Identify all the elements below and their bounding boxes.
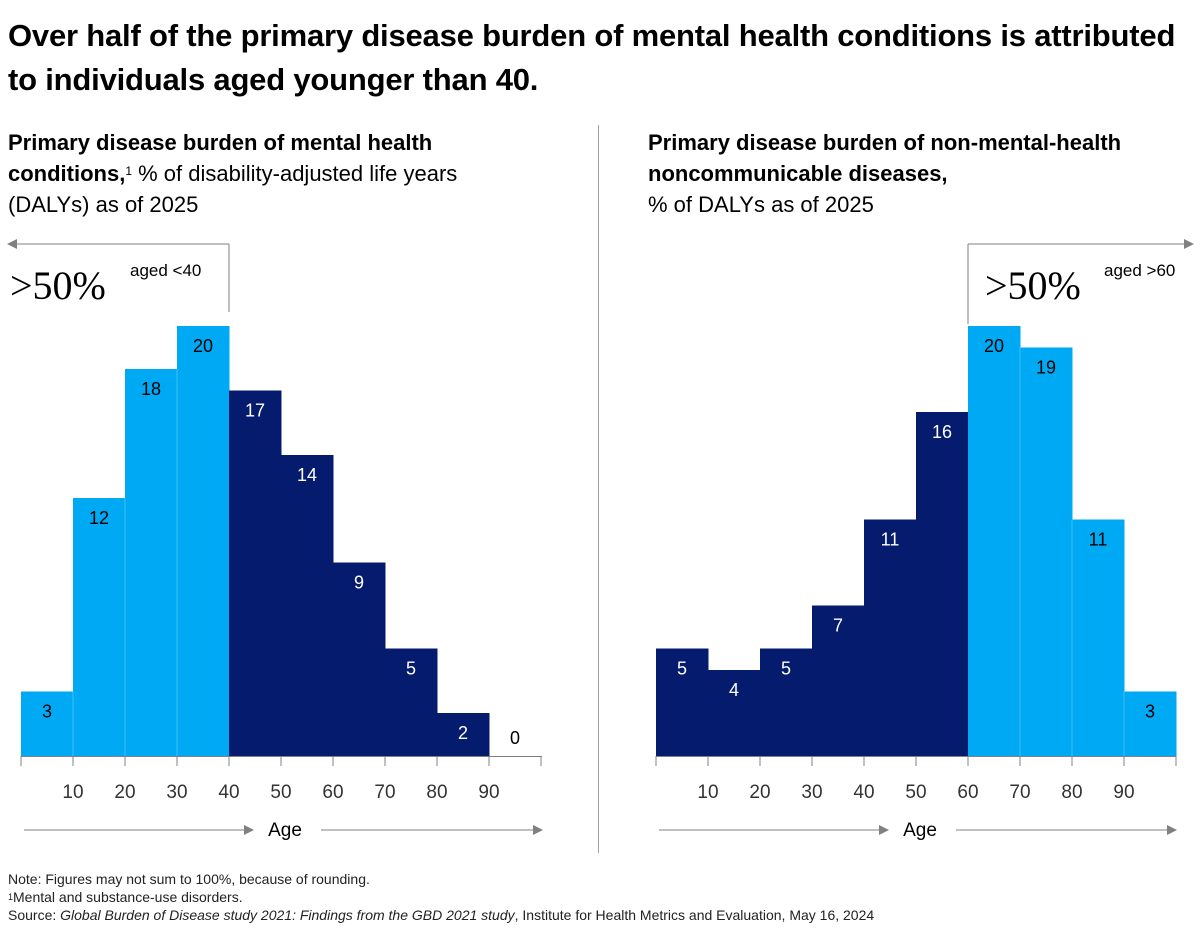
bar <box>968 326 1021 756</box>
bar <box>1124 691 1177 756</box>
right-chart-title: Primary disease burden of non-mental-hea… <box>648 127 1168 220</box>
bar-value-label: 2 <box>458 723 468 743</box>
x-tick-label: 30 <box>166 782 187 803</box>
left-chart-title: Primary disease burden of mental health … <box>8 127 508 220</box>
bar-value-label: 20 <box>984 336 1004 356</box>
bar <box>1020 347 1073 756</box>
x-tick-label: 60 <box>322 782 343 803</box>
annotation-percent: >50% <box>985 263 1081 308</box>
x-tick-label: 70 <box>1009 782 1030 803</box>
source-title: Global Burden of Disease study 2021: Fin… <box>60 907 515 923</box>
bar-value-label: 17 <box>245 401 265 421</box>
x-tick-label: 10 <box>697 782 718 803</box>
bar-value-label: 7 <box>833 616 843 636</box>
bar <box>177 326 230 756</box>
x-tick-label: 70 <box>374 782 395 803</box>
x-tick-label: 50 <box>270 782 291 803</box>
footer-source: Source: Global Burden of Disease study 2… <box>8 907 874 924</box>
bar-value-label: 19 <box>1036 358 1056 378</box>
x-tick-label: 80 <box>1061 782 1082 803</box>
footer-footnote: 1Mental and substance-use disorders. <box>8 889 243 906</box>
bar <box>437 713 490 756</box>
left-chart-title-bold: Primary disease burden of mental health … <box>8 130 433 186</box>
bar-value-label: 14 <box>297 465 317 485</box>
annotation-age-range: aged >60 <box>1104 261 1175 280</box>
x-tick-label: 90 <box>1113 782 1134 803</box>
right-chart: 5 4 5 7 11 16 20 19 11 3 10 20 30 40 50 60 70 80 90 Age >50%… <box>655 239 1194 841</box>
bar-value-label: 18 <box>141 379 161 399</box>
x-tick-label: 90 <box>478 782 499 803</box>
x-axis-title: Age <box>903 820 937 841</box>
headline: Over half of the primary disease burden … <box>8 18 1176 97</box>
bar <box>229 390 282 756</box>
x-axis-title: Age <box>268 820 302 841</box>
bar <box>385 648 438 756</box>
annotation-age-range: aged <40 <box>130 261 201 280</box>
bar-value-label: 11 <box>1089 530 1108 550</box>
x-tick-label: 40 <box>218 782 239 803</box>
bar <box>656 648 709 756</box>
bar <box>812 605 865 756</box>
bar-value-label: 20 <box>193 336 213 356</box>
bar-value-label: 5 <box>677 659 687 679</box>
bar-value-label: 12 <box>89 508 109 528</box>
footnote-text: Mental and substance-use disorders. <box>13 889 243 905</box>
x-tick-label: 30 <box>801 782 822 803</box>
bar-value-label: 3 <box>1145 702 1155 722</box>
bar <box>916 412 969 756</box>
bar <box>21 691 74 756</box>
bar-value-label: 4 <box>729 680 739 700</box>
bar-value-label: 5 <box>781 659 791 679</box>
bar <box>333 562 386 756</box>
bar <box>1072 519 1125 756</box>
x-tick-label: 60 <box>957 782 978 803</box>
bar-value-label: 11 <box>881 530 900 550</box>
bar <box>125 369 178 756</box>
bar <box>73 498 126 756</box>
x-tick-label: 50 <box>905 782 926 803</box>
bar-value-label: 9 <box>354 573 364 593</box>
bar-value-label: 0 <box>510 728 520 748</box>
x-tick-label: 10 <box>62 782 83 803</box>
x-tick-label: 20 <box>114 782 135 803</box>
bar <box>708 670 761 756</box>
bar-value-label: 16 <box>932 422 952 442</box>
panel-divider <box>598 125 599 853</box>
left-chart-title-rest: % of disability-adjusted life years (DAL… <box>8 161 458 217</box>
bar <box>281 455 334 756</box>
source-rest: , Institute for Health Metrics and Evalu… <box>514 907 875 923</box>
right-chart-title-bold: Primary disease burden of non-mental-hea… <box>648 130 1122 186</box>
x-tick-label: 40 <box>853 782 874 803</box>
annotation-percent: >50% <box>10 263 106 308</box>
footnote-marker: 1 <box>125 164 133 178</box>
footnote-sup: 1 <box>8 892 14 902</box>
source-prefix: Source: <box>8 907 61 923</box>
bar-value-label: 3 <box>42 702 52 722</box>
bar <box>760 648 813 756</box>
x-tick-label: 80 <box>426 782 447 803</box>
footer-note: Note: Figures may not sum to 100%, becau… <box>8 871 370 887</box>
right-chart-title-rest: % of DALYs as of 2025 <box>648 192 874 217</box>
x-tick-label: 20 <box>749 782 770 803</box>
bar <box>864 519 917 756</box>
bar-value-label: 5 <box>406 659 416 679</box>
